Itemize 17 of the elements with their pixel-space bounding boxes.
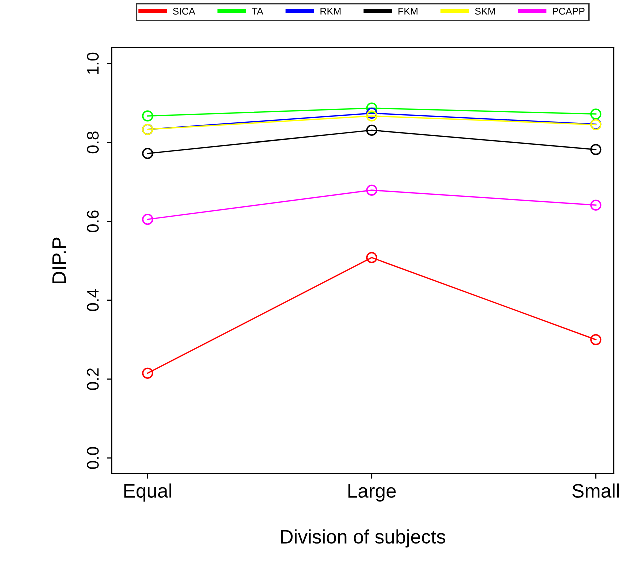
y-tick-label: 1.0 <box>87 52 99 74</box>
legend-label: PCAPP <box>553 8 585 15</box>
legend-label: RKM <box>320 8 341 15</box>
x-axis-title: Division of subjects <box>281 530 446 548</box>
x-tick-label: Small <box>572 484 620 498</box>
x-tick-label: Large <box>348 484 396 502</box>
y-axis-title: DIP.P <box>52 238 66 284</box>
legend-label: TA <box>252 8 264 15</box>
y-tick-label: 0.8 <box>87 132 99 154</box>
legend-label: SICA <box>173 8 196 15</box>
y-tick-label: 0.0 <box>87 447 99 470</box>
y-tick-label: 0.6 <box>87 210 99 232</box>
legend-label: FKM <box>398 8 418 15</box>
legend-label: SKM <box>475 8 496 15</box>
y-tick-label: 0.4 <box>87 289 99 312</box>
x-tick-label: Equal <box>124 484 172 502</box>
y-tick-label: 0.2 <box>87 368 99 390</box>
